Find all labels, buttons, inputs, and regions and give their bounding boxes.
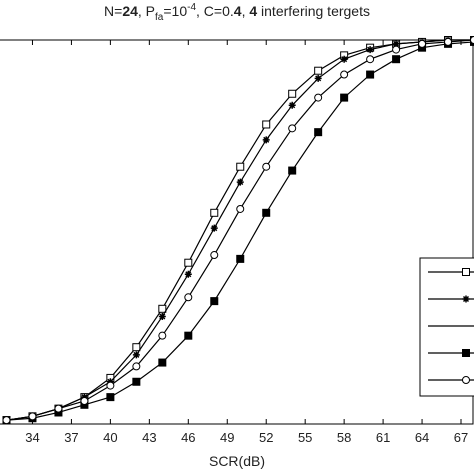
marker	[418, 39, 427, 48]
marker	[288, 166, 297, 175]
marker	[236, 254, 245, 263]
marker	[132, 343, 141, 352]
marker	[28, 412, 37, 421]
title-part: , C=0.	[196, 3, 234, 19]
title-part: N=	[104, 3, 122, 19]
marker	[340, 55, 348, 63]
marker	[262, 120, 271, 129]
marker	[132, 351, 140, 359]
marker	[366, 55, 375, 64]
marker	[262, 162, 271, 171]
marker	[462, 349, 470, 357]
marker	[314, 93, 323, 102]
marker	[462, 268, 470, 276]
marker	[54, 404, 63, 413]
title-part: 4	[249, 3, 257, 19]
marker	[158, 358, 167, 367]
marker	[184, 270, 192, 278]
title-part: interfering tergets	[257, 3, 370, 19]
marker	[210, 224, 218, 232]
x-tick-label: 43	[142, 430, 156, 445]
series-line	[6, 41, 474, 421]
marker	[210, 297, 219, 306]
title-part: -4	[187, 2, 196, 13]
marker	[80, 396, 89, 405]
marker	[314, 128, 323, 137]
x-tick-label: 40	[103, 430, 117, 445]
marker	[288, 89, 297, 98]
marker	[340, 70, 349, 79]
series-line	[6, 39, 474, 421]
marker	[366, 46, 374, 54]
marker	[210, 251, 219, 260]
marker	[236, 204, 245, 213]
marker	[444, 37, 453, 46]
x-tick-label: 61	[376, 430, 390, 445]
marker	[392, 40, 400, 48]
marker	[184, 293, 193, 302]
legend	[419, 257, 474, 397]
marker	[158, 312, 166, 320]
title-part: =10	[163, 3, 187, 19]
x-tick-label: 55	[298, 430, 312, 445]
x-tick-label: 52	[259, 430, 273, 445]
marker	[262, 208, 271, 217]
x-tick-label: 46	[181, 430, 195, 445]
marker	[106, 381, 115, 390]
title-part: ,	[242, 3, 250, 19]
marker	[158, 304, 167, 313]
title-part: 4	[234, 3, 242, 19]
x-axis-label: SCR(dB)	[209, 453, 265, 469]
marker	[132, 362, 141, 371]
marker	[340, 93, 349, 102]
marker	[2, 416, 11, 425]
marker	[314, 66, 323, 75]
chart-title: N=24, Pfa=10-4, C=0.4, 4 interfering ter…	[104, 2, 370, 23]
x-tick-label: 64	[415, 430, 429, 445]
x-tick-label: 67	[454, 430, 468, 445]
marker	[236, 162, 245, 171]
marker	[288, 101, 296, 109]
marker	[236, 178, 244, 186]
series-line	[6, 39, 474, 421]
title-part: , P	[138, 3, 155, 19]
x-tick-label: 49	[220, 430, 234, 445]
plot-frame	[0, 39, 474, 425]
marker	[462, 376, 470, 384]
x-tick-label: 34	[25, 430, 39, 445]
legend-box	[419, 257, 474, 397]
marker	[184, 258, 193, 267]
x-tick-label: 37	[64, 430, 78, 445]
marker	[392, 55, 401, 64]
series-line	[6, 39, 474, 421]
title-part: 24	[122, 3, 138, 19]
marker	[132, 377, 141, 386]
marker	[392, 45, 401, 54]
title-part: fa	[155, 12, 164, 23]
marker	[470, 36, 474, 44]
marker	[288, 124, 297, 133]
marker	[210, 208, 219, 217]
marker	[262, 136, 270, 144]
marker	[366, 70, 375, 79]
marker	[314, 74, 322, 82]
marker	[184, 331, 193, 340]
marker	[158, 331, 167, 340]
marker	[106, 393, 115, 402]
marker	[462, 295, 470, 303]
x-tick-label: 58	[337, 430, 351, 445]
